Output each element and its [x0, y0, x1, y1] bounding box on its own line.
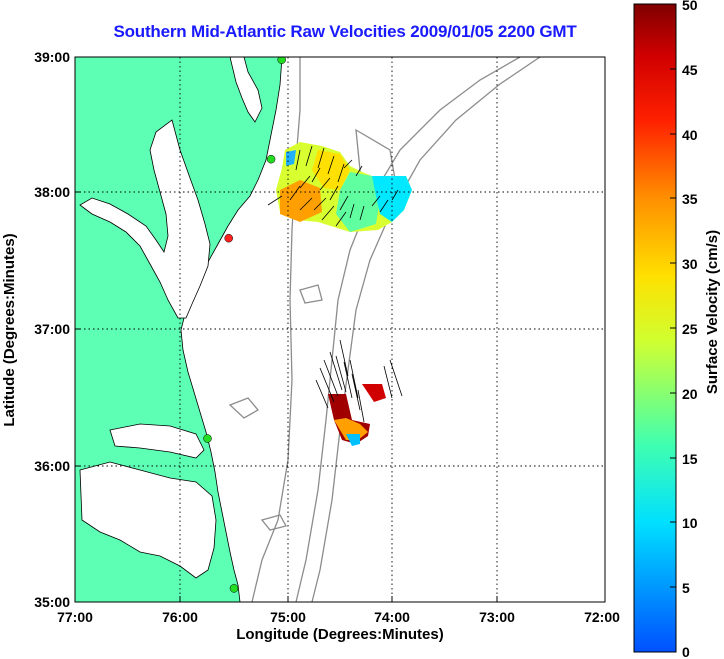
station-marker [224, 233, 233, 243]
velocity-field-north [276, 142, 412, 232]
station-marker [277, 57, 286, 64]
y-tick-label: 38:00 [34, 184, 70, 200]
colorbar [633, 3, 677, 653]
velocity-arrows [267, 145, 403, 423]
x-tick-label: 77:00 [57, 609, 93, 625]
colorbar-tick: 50 [682, 0, 698, 13]
albemarle-sound [109, 423, 205, 459]
colorbar-tick: 0 [682, 644, 690, 659]
x-tick-label: 72:00 [584, 609, 620, 625]
colorbar-tick: 5 [682, 580, 690, 596]
colorbar-tick: 40 [682, 127, 698, 143]
colorbar-tick: 30 [682, 256, 698, 272]
chesapeake-bay [79, 119, 211, 319]
map-title: Southern Mid-Atlantic Raw Velocities 200… [113, 22, 577, 41]
x-tick-label: 73:00 [479, 609, 515, 625]
x-axis-label: Longitude (Degrees:Minutes) [236, 626, 444, 643]
y-tick-label: 36:00 [34, 458, 70, 474]
station-markers [203, 57, 286, 593]
land-mass [75, 57, 283, 602]
colorbar-tick: 15 [682, 451, 698, 467]
bathymetry-contours [228, 57, 541, 602]
delaware-bay [229, 57, 263, 123]
colorbar-tick: 25 [682, 321, 698, 337]
x-tick-label: 74:00 [374, 609, 410, 625]
x-tick-label: 75:00 [270, 609, 306, 625]
station-marker [203, 434, 212, 443]
x-tick-label: 76:00 [162, 609, 198, 625]
y-tick-label: 37:00 [34, 321, 70, 337]
y-axis-label: Latitude (Degrees:Minutes) [1, 233, 18, 426]
station-marker [229, 584, 239, 593]
grid-lines [75, 57, 605, 602]
y-tick-label: 39:00 [34, 49, 70, 65]
colorbar-tick: 45 [682, 62, 698, 78]
pamlico-sound [79, 461, 217, 579]
colorbar-label: Surface Velocity (cm/s) [704, 230, 721, 394]
velocity-field-south [328, 384, 386, 446]
station-marker [266, 154, 276, 164]
colorbar-tick: 10 [682, 515, 698, 531]
y-tick-label: 35:00 [34, 594, 70, 610]
colorbar-tick: 35 [682, 191, 698, 207]
colorbar-tick: 20 [682, 386, 698, 402]
